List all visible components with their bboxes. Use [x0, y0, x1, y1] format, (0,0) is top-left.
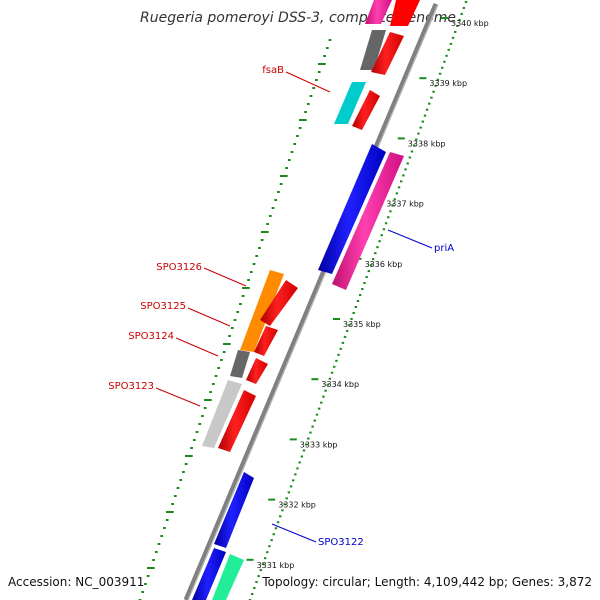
gene-SPO3124[interactable] — [230, 350, 250, 378]
gene-top-red[interactable] — [390, 0, 420, 26]
leader-priA — [387, 229, 433, 249]
label-SPO3125[interactable]: SPO3125 — [140, 301, 186, 312]
tick-label: 3336 kbp — [365, 260, 403, 269]
leader-SPO3124 — [175, 337, 219, 357]
gene-SPO3122[interactable] — [214, 472, 254, 548]
gene-red-3124[interactable] — [246, 358, 268, 384]
leader-SPO3123 — [155, 387, 201, 407]
leader-SPO3125 — [187, 307, 231, 327]
gene-red-3123[interactable] — [218, 390, 256, 452]
accession-text: Accession: NC_003911 — [8, 575, 144, 589]
tick-label: 3334 kbp — [321, 380, 359, 389]
tick-label: 3333 kbp — [300, 440, 338, 449]
tick-label: 3338 kbp — [408, 139, 446, 148]
label-SPO3124[interactable]: SPO3124 — [128, 331, 174, 342]
genome-backbone-highlight — [187, 3, 439, 600]
genome-backbone — [183, 3, 439, 600]
outer-tick-track — [138, 39, 332, 600]
tick-label: 3337 kbp — [386, 200, 424, 209]
label-SPO3122[interactable]: SPO3122 — [318, 537, 364, 548]
tick-label: 3340 kbp — [451, 19, 489, 28]
gene-blue-long[interactable] — [318, 144, 386, 274]
label-SPO3126[interactable]: SPO3126 — [156, 262, 202, 273]
gene-bottom-blue[interactable] — [192, 548, 226, 600]
tick-label: 3331 kbp — [257, 561, 295, 570]
summary-text: Topology: circular; Length: 4,109,442 bp… — [261, 575, 592, 589]
leader-fsaB — [285, 71, 331, 93]
label-priA[interactable]: priA — [434, 243, 454, 254]
gene-top-red-2[interactable] — [371, 32, 404, 75]
tick-label: 3335 kbp — [343, 320, 381, 329]
gene-red-3126[interactable] — [260, 280, 298, 326]
label-fsaB[interactable]: fsaB — [262, 65, 284, 76]
gene-red-3125[interactable] — [254, 326, 278, 356]
tick-label: 3339 kbp — [429, 79, 467, 88]
leader-SPO3126 — [203, 267, 247, 287]
gene-track — [192, 0, 420, 600]
gene-priA[interactable] — [332, 152, 404, 290]
gene-top-gray[interactable] — [360, 30, 386, 70]
inner-tick-track — [248, 1, 468, 600]
gene-bottom-green[interactable] — [212, 554, 244, 600]
label-SPO3123[interactable]: SPO3123 — [108, 381, 154, 392]
gene-near-fsaB-red[interactable] — [352, 90, 380, 130]
gene-fsaB[interactable] — [334, 82, 366, 124]
gene-SPO3123[interactable] — [202, 380, 242, 448]
gene-SPO3126[interactable] — [240, 270, 284, 352]
tick-label: 3332 kbp — [278, 501, 316, 510]
gene-top-magenta[interactable] — [365, 0, 392, 24]
leader-SPO3122 — [271, 523, 317, 543]
